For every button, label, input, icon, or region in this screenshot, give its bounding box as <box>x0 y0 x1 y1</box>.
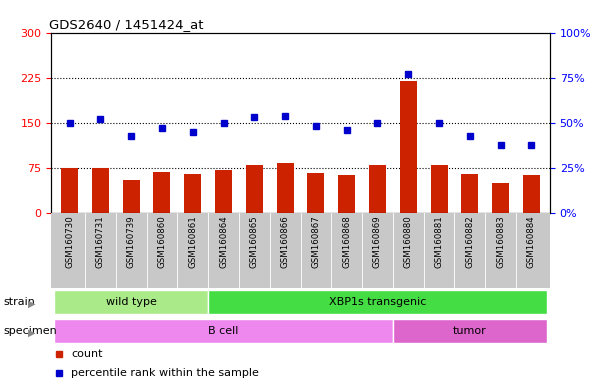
Text: GSM160866: GSM160866 <box>281 215 290 268</box>
Bar <box>185 174 201 213</box>
Bar <box>400 81 416 213</box>
Bar <box>430 165 448 213</box>
Bar <box>462 174 478 213</box>
Bar <box>523 175 540 213</box>
Text: GSM160883: GSM160883 <box>496 215 505 268</box>
Text: GSM160867: GSM160867 <box>311 215 320 268</box>
Text: ▶: ▶ <box>28 299 35 309</box>
Bar <box>208 290 547 314</box>
Bar <box>54 290 208 314</box>
Bar <box>215 170 232 213</box>
Bar <box>123 180 139 213</box>
Text: B cell: B cell <box>209 326 239 336</box>
Text: GSM160864: GSM160864 <box>219 215 228 268</box>
Text: GSM160868: GSM160868 <box>342 215 351 268</box>
Bar <box>308 173 325 213</box>
Text: GSM160869: GSM160869 <box>373 215 382 268</box>
Text: tumor: tumor <box>453 326 487 336</box>
Text: GSM160730: GSM160730 <box>65 215 74 268</box>
Bar <box>153 172 171 213</box>
Text: GSM160865: GSM160865 <box>250 215 259 268</box>
Text: wild type: wild type <box>106 297 157 308</box>
Text: percentile rank within the sample: percentile rank within the sample <box>71 368 259 378</box>
Text: specimen: specimen <box>3 326 56 336</box>
Text: GSM160881: GSM160881 <box>435 215 444 268</box>
Text: GSM160882: GSM160882 <box>465 215 474 268</box>
Bar <box>369 165 386 213</box>
Bar <box>61 168 78 213</box>
Text: XBP1s transgenic: XBP1s transgenic <box>329 297 426 308</box>
Bar <box>92 168 109 213</box>
Bar <box>393 319 547 343</box>
Text: strain: strain <box>3 297 35 308</box>
Bar <box>276 163 293 213</box>
Bar <box>246 165 263 213</box>
Bar <box>54 319 393 343</box>
Text: GSM160739: GSM160739 <box>127 215 136 268</box>
Text: count: count <box>71 349 103 359</box>
Text: ▶: ▶ <box>28 328 35 338</box>
Bar <box>492 183 509 213</box>
Text: GSM160880: GSM160880 <box>404 215 413 268</box>
Text: GSM160861: GSM160861 <box>188 215 197 268</box>
Text: GSM160731: GSM160731 <box>96 215 105 268</box>
Text: GSM160860: GSM160860 <box>157 215 166 268</box>
Text: GDS2640 / 1451424_at: GDS2640 / 1451424_at <box>49 18 203 31</box>
Bar <box>338 175 355 213</box>
Text: GSM160884: GSM160884 <box>527 215 536 268</box>
